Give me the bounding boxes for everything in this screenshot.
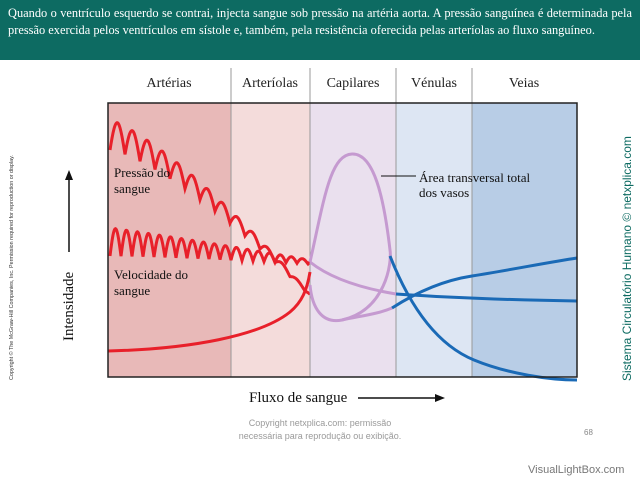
footer-line2: necessária para reprodução ou exibição.: [238, 431, 402, 441]
velocity-label-line1: Velocidade do: [114, 267, 188, 282]
velocity-baseline-curve: [107, 271, 312, 353]
header-text: Quando o ventrículo esquerdo se contrai,…: [8, 6, 632, 37]
footer-line1: Copyright netxplica.com: permissão: [248, 418, 392, 428]
page-number: 68: [584, 428, 593, 437]
x-axis-label: Fluxo de sangue: [249, 390, 348, 406]
section-label-arteriolas: Arteríolas: [242, 76, 298, 91]
copyright-side-note: Copyright © The McGraw-Hill Companies, I…: [9, 155, 15, 380]
section-label-veias: Veias: [509, 76, 539, 91]
area-curve: [308, 152, 392, 323]
y-axis-label: Intensidade: [61, 272, 77, 341]
section-bg-capilares: [310, 103, 396, 377]
section-label-capilares: Capilares: [327, 76, 380, 91]
venous-area-curve: [395, 292, 578, 303]
venous-pressure-curve: [388, 255, 578, 382]
section-bg-venulas: [396, 103, 472, 377]
footer-copyright: Copyright netxplica.com: permissão neces…: [200, 417, 440, 443]
header-banner: Quando o ventrículo esquerdo se contrai,…: [0, 0, 640, 60]
pressure-label-line1: Pressão do: [114, 165, 170, 180]
area-pressure-link: [309, 260, 397, 296]
venous-velocity-curve: [391, 256, 578, 310]
watermark[interactable]: VisualLightBox.com: [528, 464, 625, 476]
x-axis-arrow-head: [435, 394, 445, 402]
area-velocity-link: [341, 306, 393, 322]
velocity-curve: [108, 226, 312, 267]
y-axis-arrow-head: [65, 170, 73, 180]
section-label-venulas: Vénulas: [411, 76, 457, 91]
area-label-line1: Área transversal total: [419, 170, 531, 185]
area-label-line2: dos vasos: [419, 185, 469, 200]
section-label-arterias: Artérias: [146, 76, 191, 91]
velocity-label-line2: sangue: [114, 283, 150, 298]
section-bg-veias: [472, 103, 577, 377]
section-bg-arteriolas: [231, 103, 310, 377]
plot-frame: [107, 102, 578, 378]
pressure-label-line2: sangue: [114, 181, 150, 196]
brand-side-note: Sistema Circulatório Humano © netxplica.…: [620, 136, 634, 381]
